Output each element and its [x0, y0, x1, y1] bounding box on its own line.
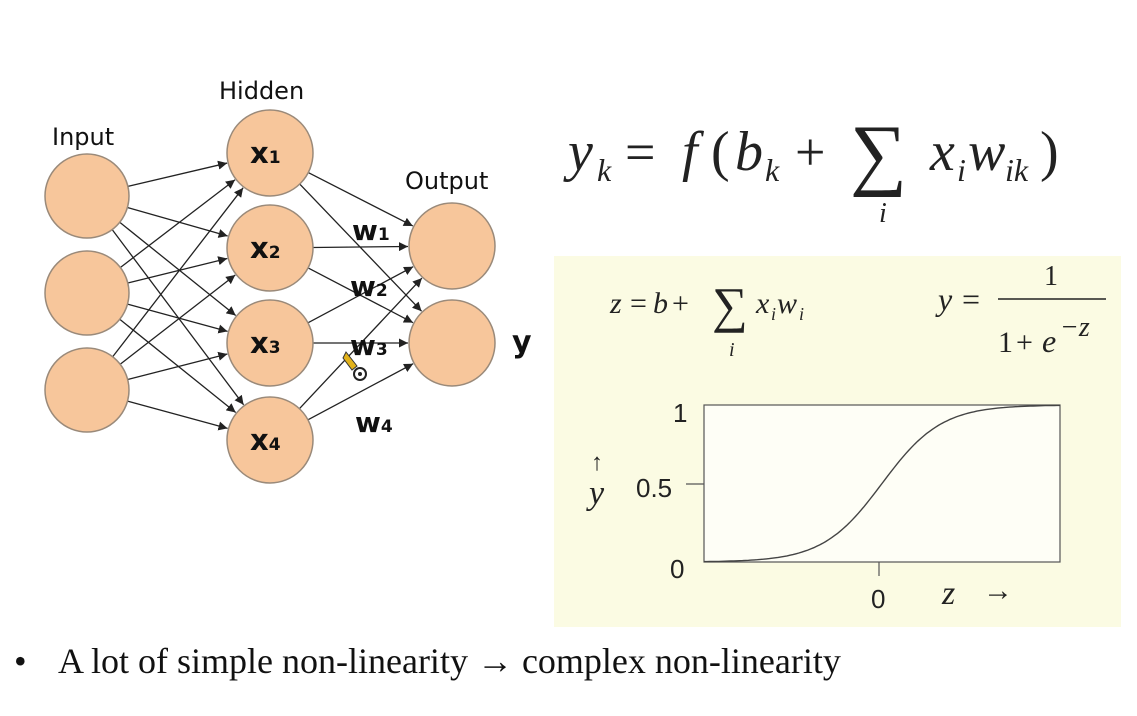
svg-text:+: +	[1016, 326, 1033, 359]
network-edge	[119, 179, 236, 268]
bullet-point: • A lot of simple non-linearity → complex…	[14, 640, 841, 682]
network-edge	[127, 256, 228, 284]
svg-text:=: =	[630, 287, 647, 320]
network-edges	[111, 160, 423, 431]
y-axis-label: y	[586, 475, 605, 512]
output-node	[408, 202, 496, 290]
network-edge	[119, 318, 237, 413]
network-edge	[312, 242, 409, 252]
network-edge	[127, 160, 228, 188]
network-edge	[127, 206, 228, 238]
svg-text:i: i	[879, 198, 887, 229]
formula-z: z = b + ∑ i x i w i	[609, 277, 804, 361]
hidden-node-label: x1	[250, 136, 281, 170]
svg-text:f: f	[682, 121, 705, 183]
svg-text:i: i	[957, 152, 966, 188]
hidden-layer-label: Hidden	[219, 77, 304, 105]
input-node	[44, 347, 130, 433]
bullet-dot: •	[14, 641, 27, 681]
output-y-label: y	[512, 325, 532, 360]
main-formula: y k = f ( b k + ∑ i x i w ik )	[563, 110, 1059, 229]
input-node	[44, 250, 130, 336]
svg-text:k: k	[765, 152, 780, 188]
svg-text:+: +	[795, 122, 825, 182]
svg-text:−z: −z	[1060, 312, 1090, 343]
svg-text:=: =	[625, 122, 655, 182]
x-axis-label: z	[941, 575, 955, 612]
network-edge	[119, 221, 237, 316]
input-layer-label: Input	[52, 123, 114, 151]
neural-network-diagram: Input Hidden Output x1 x2 x3 x4 w1	[44, 77, 532, 484]
svg-text:b: b	[735, 121, 763, 183]
bullet-text-start: A lot of simple non-linearity	[58, 641, 477, 681]
weight-label: w2	[350, 270, 388, 303]
weight-label: w3	[350, 329, 388, 362]
y-tick-label: 0	[670, 554, 684, 584]
hidden-node-label: x2	[250, 231, 281, 265]
svg-text:=: =	[962, 281, 980, 317]
sigmoid-curve	[704, 404, 1060, 563]
hidden-node-x4	[226, 396, 314, 484]
input-node	[44, 153, 130, 239]
bullet-text-end: complex non-linearity	[512, 641, 841, 681]
hidden-node-label: x4	[250, 423, 281, 457]
svg-text:∑: ∑	[712, 277, 748, 333]
svg-text:i: i	[729, 339, 735, 361]
svg-text:): )	[1040, 121, 1059, 183]
svg-text:b: b	[653, 287, 668, 320]
svg-text:+: +	[672, 287, 689, 320]
weight-label: w4	[355, 406, 393, 439]
svg-text:y: y	[935, 281, 953, 317]
svg-text:1: 1	[1044, 261, 1058, 292]
svg-text:z: z	[609, 287, 622, 320]
y-tick-label: 1	[673, 398, 687, 428]
network-edge	[127, 400, 228, 431]
network-edge	[112, 187, 244, 358]
hidden-node-x3	[226, 299, 314, 387]
svg-text:y: y	[563, 121, 593, 183]
svg-text:e: e	[1042, 323, 1056, 359]
y-tick-label: 0.5	[636, 473, 672, 503]
svg-text:i: i	[799, 304, 804, 324]
sigmoid-panel: z = b + ∑ i x i w i y = 1 1 + e −z 1	[554, 256, 1121, 627]
hidden-node-x1	[226, 109, 314, 197]
svg-text:w: w	[968, 121, 1005, 183]
output-node	[408, 299, 496, 387]
x-tick-label: 0	[871, 584, 885, 614]
svg-text:i: i	[771, 304, 776, 324]
network-edge	[307, 171, 414, 227]
network-edge	[127, 303, 228, 334]
svg-text:1: 1	[998, 326, 1013, 359]
svg-text:(: (	[711, 121, 730, 183]
formula-sigmoid: y = 1 1 + e −z	[935, 261, 1106, 359]
network-edge	[119, 274, 236, 365]
network-edge	[307, 266, 414, 324]
hidden-node-x2	[226, 204, 314, 292]
network-edge	[298, 277, 423, 410]
network-edge	[127, 351, 228, 381]
svg-text:ik: ik	[1005, 152, 1029, 188]
svg-text:x: x	[929, 121, 955, 183]
svg-text:∑: ∑	[850, 110, 907, 198]
pen-cursor-icon	[342, 351, 367, 381]
svg-text:k: k	[597, 152, 612, 188]
svg-text:w: w	[777, 287, 797, 320]
hidden-node-label: x3	[250, 326, 281, 360]
x-axis-arrow-icon: →	[983, 574, 1013, 607]
right-arrow-icon: →	[476, 641, 513, 681]
svg-text:x: x	[755, 287, 770, 320]
network-edge	[307, 363, 414, 421]
output-layer-label: Output	[405, 167, 488, 195]
y-axis-arrow-icon: ↑	[591, 450, 603, 476]
weight-label: w1	[352, 214, 390, 247]
